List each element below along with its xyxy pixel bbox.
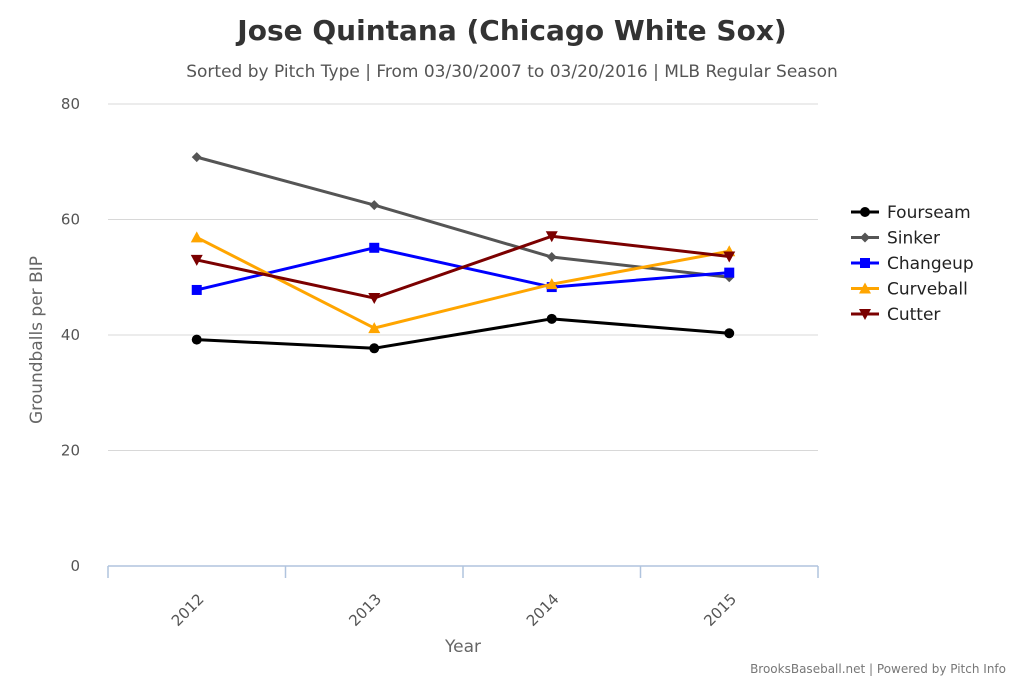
x-tick-label: 2013 [345, 590, 385, 630]
cutter-point [545, 231, 558, 243]
fourseam-point [369, 343, 380, 354]
changeup-point [724, 267, 735, 278]
legend-marker [860, 232, 870, 243]
legend[interactable]: Fourseam Sinker Changeup Curveball Cutter [851, 203, 974, 325]
series-lines [190, 152, 736, 354]
sinker-point [546, 252, 557, 263]
legend-marker [860, 207, 870, 217]
sinker-line [196, 155, 730, 279]
legend-marker [860, 258, 870, 268]
legend-marker [859, 282, 871, 294]
y-tick-label: 60 [61, 211, 80, 229]
y-tick-label: 40 [61, 326, 80, 344]
legend-item-cutter[interactable]: Cutter [851, 305, 940, 325]
legend-item-curveball[interactable]: Curveball [851, 280, 968, 300]
credit-text: BrooksBaseball.net | Powered by Pitch In… [750, 662, 1006, 676]
cutter-point [368, 293, 381, 305]
y-tick-label: 20 [61, 442, 80, 460]
legend-label: Sinker [887, 229, 940, 249]
sinker-point [191, 152, 202, 163]
curveball-point [368, 322, 381, 334]
legend-label: Fourseam [887, 203, 971, 223]
fourseam-line [196, 317, 730, 350]
fourseam-point [191, 334, 202, 345]
legend-item-changeup[interactable]: Changeup [851, 254, 974, 274]
fourseam-point [546, 313, 557, 324]
x-tick-label: 2015 [700, 590, 740, 630]
legend-label: Curveball [887, 280, 968, 300]
cutter-point [723, 251, 736, 263]
y-tick-label: 0 [70, 557, 80, 575]
legend-label: Changeup [887, 254, 974, 274]
legend-label: Cutter [887, 305, 940, 325]
x-tick-label: 2012 [168, 590, 208, 630]
cutter-line [196, 234, 730, 300]
legend-item-sinker[interactable]: Sinker [851, 229, 940, 249]
chart-title: Jose Quintana (Chicago White Sox) [235, 14, 786, 47]
chart-subtitle: Sorted by Pitch Type | From 03/30/2007 t… [186, 62, 838, 82]
changeup-point [191, 284, 202, 295]
legend-item-fourseam[interactable]: Fourseam [851, 203, 971, 223]
fourseam-point [724, 328, 735, 339]
y-tick-label: 80 [61, 95, 80, 113]
cutter-point [190, 254, 203, 266]
series-cutter [190, 231, 736, 305]
series-sinker [191, 152, 735, 283]
curveball-line [196, 236, 730, 330]
changeup-point [369, 242, 380, 253]
grid [108, 103, 818, 451]
x-tick-label: 2014 [523, 590, 563, 630]
curveball-point [545, 278, 558, 290]
curveball-point [190, 231, 203, 243]
x-axis-title: Year [444, 637, 481, 657]
axes: 0 20 40 60 80 2012 2013 2014 2015 [61, 95, 819, 630]
y-axis-title: Groundballs per BIP [27, 256, 47, 424]
sinker-point [369, 200, 380, 211]
legend-marker [859, 309, 871, 320]
series-fourseam [191, 313, 735, 354]
